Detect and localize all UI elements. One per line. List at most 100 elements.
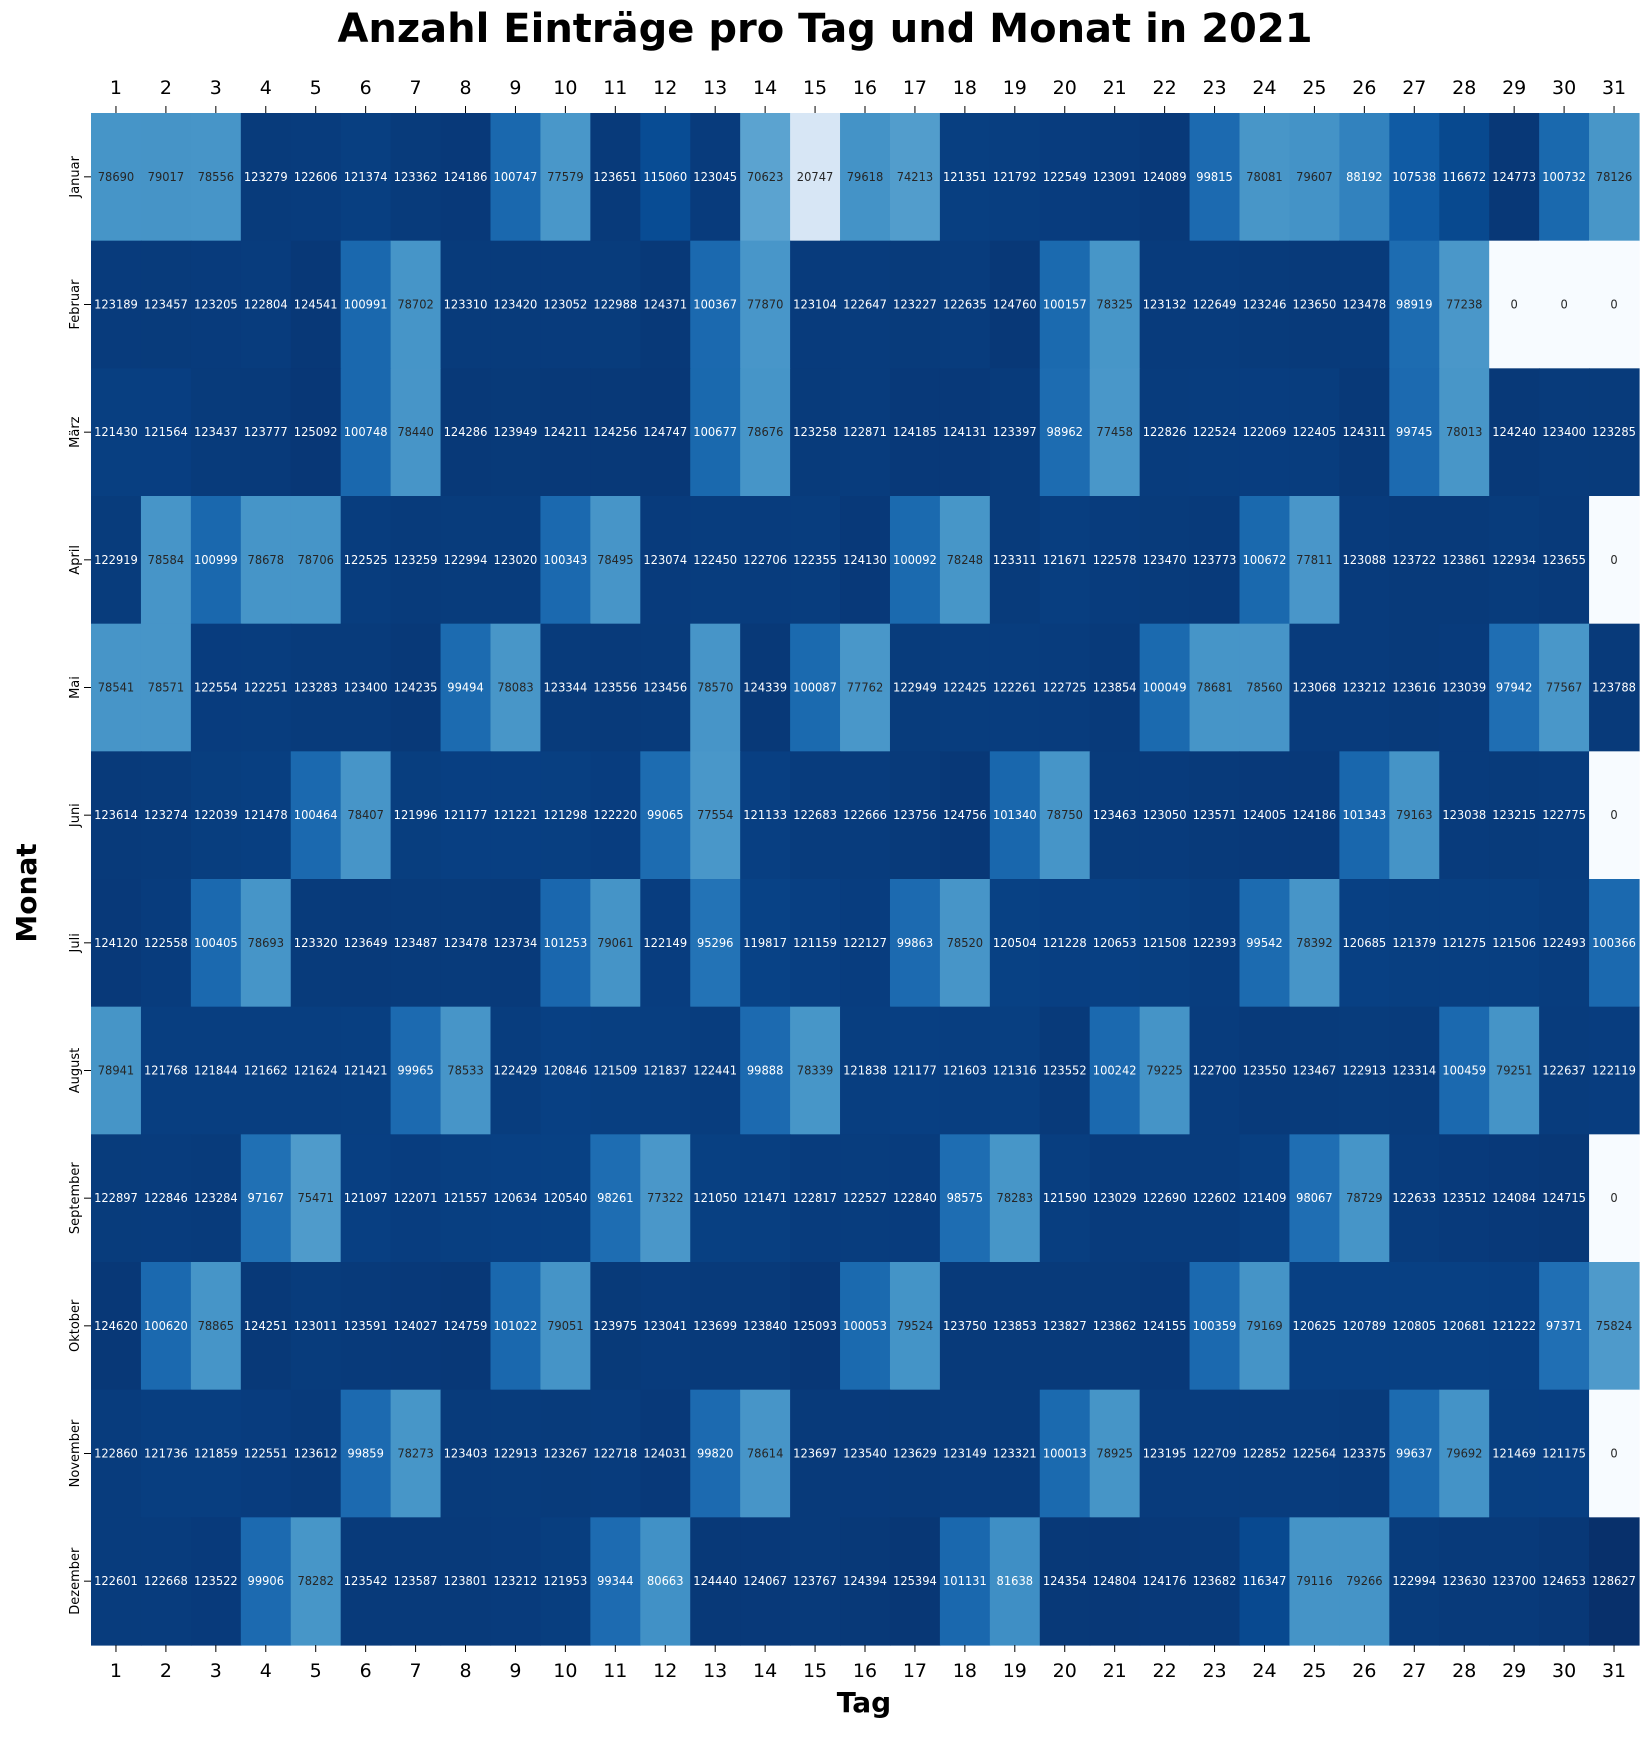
cell-value-label: 95296 — [697, 936, 734, 950]
heatmap-cell — [240, 879, 292, 1008]
x-bottom-tick-label: 21 — [1103, 1660, 1127, 1682]
cell-value-label: 122524 — [1193, 425, 1237, 439]
heatmap-cell — [1439, 879, 1490, 1008]
cell-value-label: 77579 — [547, 170, 584, 184]
heatmap-cell — [1239, 368, 1291, 497]
x-top-tick-label: 23 — [1202, 77, 1226, 99]
cell-value-label: 123246 — [1243, 298, 1287, 312]
heatmap-cell — [740, 1517, 791, 1646]
heatmap-cell — [640, 751, 691, 880]
cell-value-label: 123212 — [1342, 681, 1386, 695]
heatmap-cell — [290, 1389, 342, 1518]
cell-value-label: 122826 — [1143, 425, 1187, 439]
heatmap-cell — [540, 879, 591, 1008]
heatmap-cell — [1489, 113, 1540, 242]
cell-value-label: 123437 — [194, 425, 238, 439]
heatmap-cell — [91, 113, 142, 242]
heatmap-cell — [1139, 751, 1191, 880]
cell-value-label: 78941 — [98, 1064, 135, 1078]
heatmap-cell — [1539, 113, 1590, 242]
cell-value-label: 100053 — [843, 1319, 887, 1333]
cell-value-label: 124251 — [244, 1319, 288, 1333]
heatmap-cell — [1439, 1517, 1490, 1646]
heatmap-cell — [340, 751, 392, 880]
cell-value-label: 78407 — [347, 808, 384, 822]
heatmap-cell — [490, 1517, 542, 1646]
cell-value-label: 124211 — [543, 425, 587, 439]
x-top-tick-label: 31 — [1602, 77, 1626, 99]
heatmap-cell — [490, 1006, 542, 1135]
heatmap-cell — [590, 113, 641, 242]
heatmap-cell — [490, 1389, 542, 1518]
heatmap-cell — [1189, 879, 1241, 1008]
heatmap-cell — [740, 368, 791, 497]
heatmap-cell — [1139, 368, 1191, 497]
heatmap-cell — [1589, 751, 1640, 880]
heatmap-cell — [290, 496, 342, 625]
heatmap-cell — [640, 113, 691, 242]
cell-value-label: 100747 — [494, 170, 538, 184]
heatmap-cell — [790, 1134, 841, 1263]
cell-value-label: 124286 — [444, 425, 488, 439]
x-top-tick-label: 27 — [1402, 77, 1426, 99]
heatmap-cell — [1189, 1006, 1241, 1135]
heatmap-cell — [190, 623, 242, 752]
cell-value-label: 98261 — [597, 1191, 634, 1205]
heatmap-cell — [190, 879, 242, 1008]
heatmap-cell — [1139, 879, 1191, 1008]
heatmap-cell — [240, 623, 292, 752]
cell-value-label: 122606 — [294, 170, 338, 184]
heatmap-cell — [840, 1517, 891, 1646]
cell-value-label: 100999 — [194, 553, 238, 567]
cell-value-label: 124354 — [1043, 1574, 1087, 1588]
cell-value-label: 120805 — [1392, 1319, 1436, 1333]
x-bottom-tick-label: 1 — [110, 1660, 122, 1682]
cell-value-label: 100092 — [893, 553, 937, 567]
cell-value-label: 124027 — [394, 1319, 438, 1333]
cell-value-label: 123088 — [1342, 553, 1386, 567]
cell-value-label: 99494 — [447, 681, 484, 695]
heatmap-cell — [490, 751, 542, 880]
cell-value-label: 77458 — [1096, 425, 1133, 439]
x-bottom-tick-label: 27 — [1402, 1660, 1426, 1682]
cell-value-label: 123463 — [1093, 808, 1137, 822]
cell-value-label: 122578 — [1093, 553, 1137, 567]
heatmap-cell — [1039, 1389, 1091, 1518]
heatmap-cell — [340, 879, 392, 1008]
cell-value-label: 123283 — [294, 681, 338, 695]
heatmap-cell — [1139, 1006, 1191, 1135]
heatmap-cell — [540, 623, 591, 752]
cell-value-label: 100087 — [793, 681, 837, 695]
heatmap-cell — [1039, 1006, 1091, 1135]
heatmap-cell — [1589, 113, 1640, 242]
heatmap-cell — [1489, 879, 1540, 1008]
cell-value-label: 122649 — [1193, 298, 1237, 312]
heatmap-cell — [1339, 1134, 1390, 1263]
cell-value-label: 121953 — [543, 1574, 587, 1588]
cell-value-label: 121837 — [643, 1064, 687, 1078]
cell-value-label: 120789 — [1342, 1319, 1386, 1333]
cell-value-label: 78273 — [397, 1447, 434, 1461]
x-bottom-tick-label: 18 — [953, 1660, 977, 1682]
cell-value-label: 79618 — [847, 170, 884, 184]
cell-value-label: 122039 — [194, 808, 238, 822]
cell-value-label: 122527 — [843, 1191, 887, 1205]
x-top-tick-label: 30 — [1552, 77, 1576, 99]
heatmap-cell — [390, 1006, 442, 1135]
heatmap-cell — [1189, 496, 1241, 625]
x-axis-top: 1 2 3 4 5 6 7 8 9 10 11 12 13 14 15 16 17 18 19 20 21 22 23 24 2… — [110, 77, 1626, 113]
cell-value-label: 123556 — [593, 681, 637, 695]
x-top-tick-label: 10 — [553, 77, 577, 99]
cell-value-label: 122994 — [444, 553, 488, 567]
cell-value-label: 121603 — [943, 1064, 987, 1078]
cell-value-label: 101253 — [543, 936, 587, 950]
heatmap-cell — [1439, 751, 1490, 880]
heatmap-cell — [91, 1262, 142, 1391]
cell-value-label: 121374 — [344, 170, 388, 184]
heatmap-cell — [1539, 240, 1590, 369]
heatmap-cells: 78690 79017 78556 123279 122606 121374 123362 1… — [91, 113, 1640, 1646]
cell-value-label: 123949 — [494, 425, 538, 439]
heatmap-cell — [889, 1389, 941, 1518]
heatmap-cell — [1339, 1262, 1390, 1391]
heatmap-cell — [790, 879, 841, 1008]
